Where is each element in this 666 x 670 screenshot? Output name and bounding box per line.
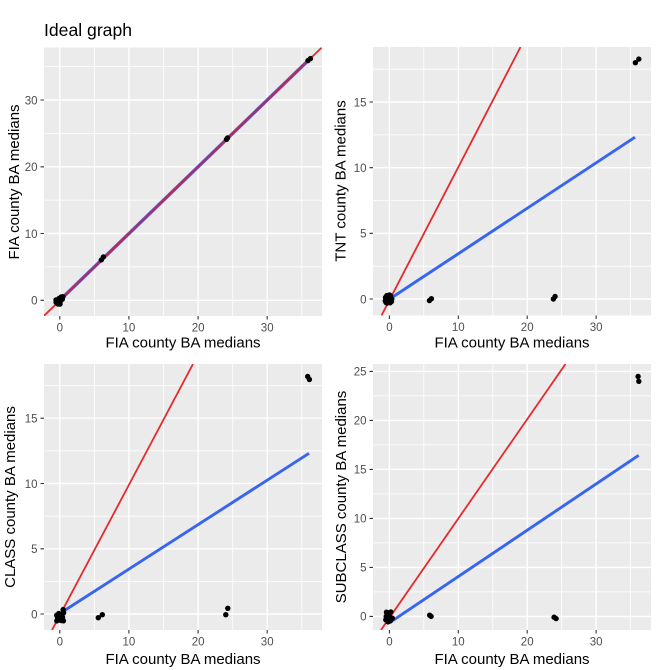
svg-text:10: 10 — [25, 479, 38, 491]
svg-text:10: 10 — [25, 229, 38, 241]
svg-text:10: 10 — [354, 163, 367, 175]
svg-text:30: 30 — [590, 637, 603, 649]
svg-text:10: 10 — [452, 322, 465, 334]
svg-text:0: 0 — [57, 323, 63, 335]
svg-text:10: 10 — [452, 637, 465, 649]
svg-text:20: 20 — [354, 416, 367, 428]
svg-text:15: 15 — [354, 97, 367, 109]
svg-text:20: 20 — [192, 637, 205, 649]
svg-text:FIA county BA medians: FIA county BA medians — [6, 104, 23, 259]
svg-text:0: 0 — [31, 609, 37, 621]
svg-text:TNT county BA medians: TNT county BA medians — [333, 100, 350, 261]
svg-text:0: 0 — [386, 322, 392, 334]
svg-text:0: 0 — [31, 296, 37, 308]
svg-text:0: 0 — [360, 612, 366, 624]
svg-text:0: 0 — [360, 294, 366, 306]
svg-text:25: 25 — [354, 367, 367, 379]
svg-text:FIA county BA medians: FIA county BA medians — [434, 335, 589, 352]
svg-text:5: 5 — [31, 544, 37, 556]
svg-text:20: 20 — [192, 323, 205, 335]
svg-text:0: 0 — [57, 637, 63, 649]
svg-text:0: 0 — [386, 637, 392, 649]
svg-text:20: 20 — [521, 322, 534, 334]
svg-text:30: 30 — [261, 637, 274, 649]
svg-text:30: 30 — [590, 322, 603, 334]
svg-text:5: 5 — [360, 563, 366, 575]
svg-text:20: 20 — [521, 637, 534, 649]
svg-text:20: 20 — [25, 162, 38, 174]
svg-text:10: 10 — [123, 637, 136, 649]
svg-text:30: 30 — [261, 323, 274, 335]
svg-text:10: 10 — [354, 514, 367, 526]
svg-text:CLASS county BA medians: CLASS county BA medians — [2, 406, 19, 588]
svg-text:FIA county BA medians: FIA county BA medians — [105, 335, 260, 352]
svg-text:5: 5 — [360, 229, 366, 241]
svg-text:10: 10 — [123, 323, 136, 335]
svg-text:SUBCLASS county BA medians: SUBCLASS county BA medians — [333, 391, 350, 604]
svg-text:FIA county BA medians: FIA county BA medians — [434, 651, 589, 668]
svg-text:15: 15 — [354, 465, 367, 477]
svg-text:Ideal graph: Ideal graph — [44, 20, 132, 40]
svg-text:30: 30 — [25, 95, 38, 107]
svg-text:FIA county BA medians: FIA county BA medians — [105, 651, 260, 668]
svg-text:15: 15 — [25, 414, 38, 426]
